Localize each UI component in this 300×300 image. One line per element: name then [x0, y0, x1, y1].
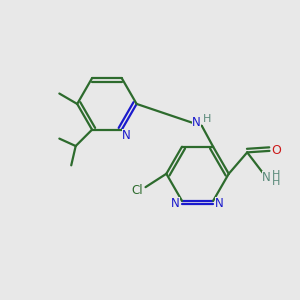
Text: H: H — [203, 113, 212, 124]
Text: Cl: Cl — [131, 184, 143, 197]
Text: N: N — [171, 197, 180, 210]
Text: N: N — [262, 171, 270, 184]
Text: N: N — [192, 116, 201, 129]
Text: O: O — [271, 144, 281, 158]
Text: H: H — [272, 170, 280, 180]
Text: N: N — [215, 197, 224, 210]
Text: N: N — [122, 128, 130, 142]
Text: H: H — [272, 177, 280, 187]
